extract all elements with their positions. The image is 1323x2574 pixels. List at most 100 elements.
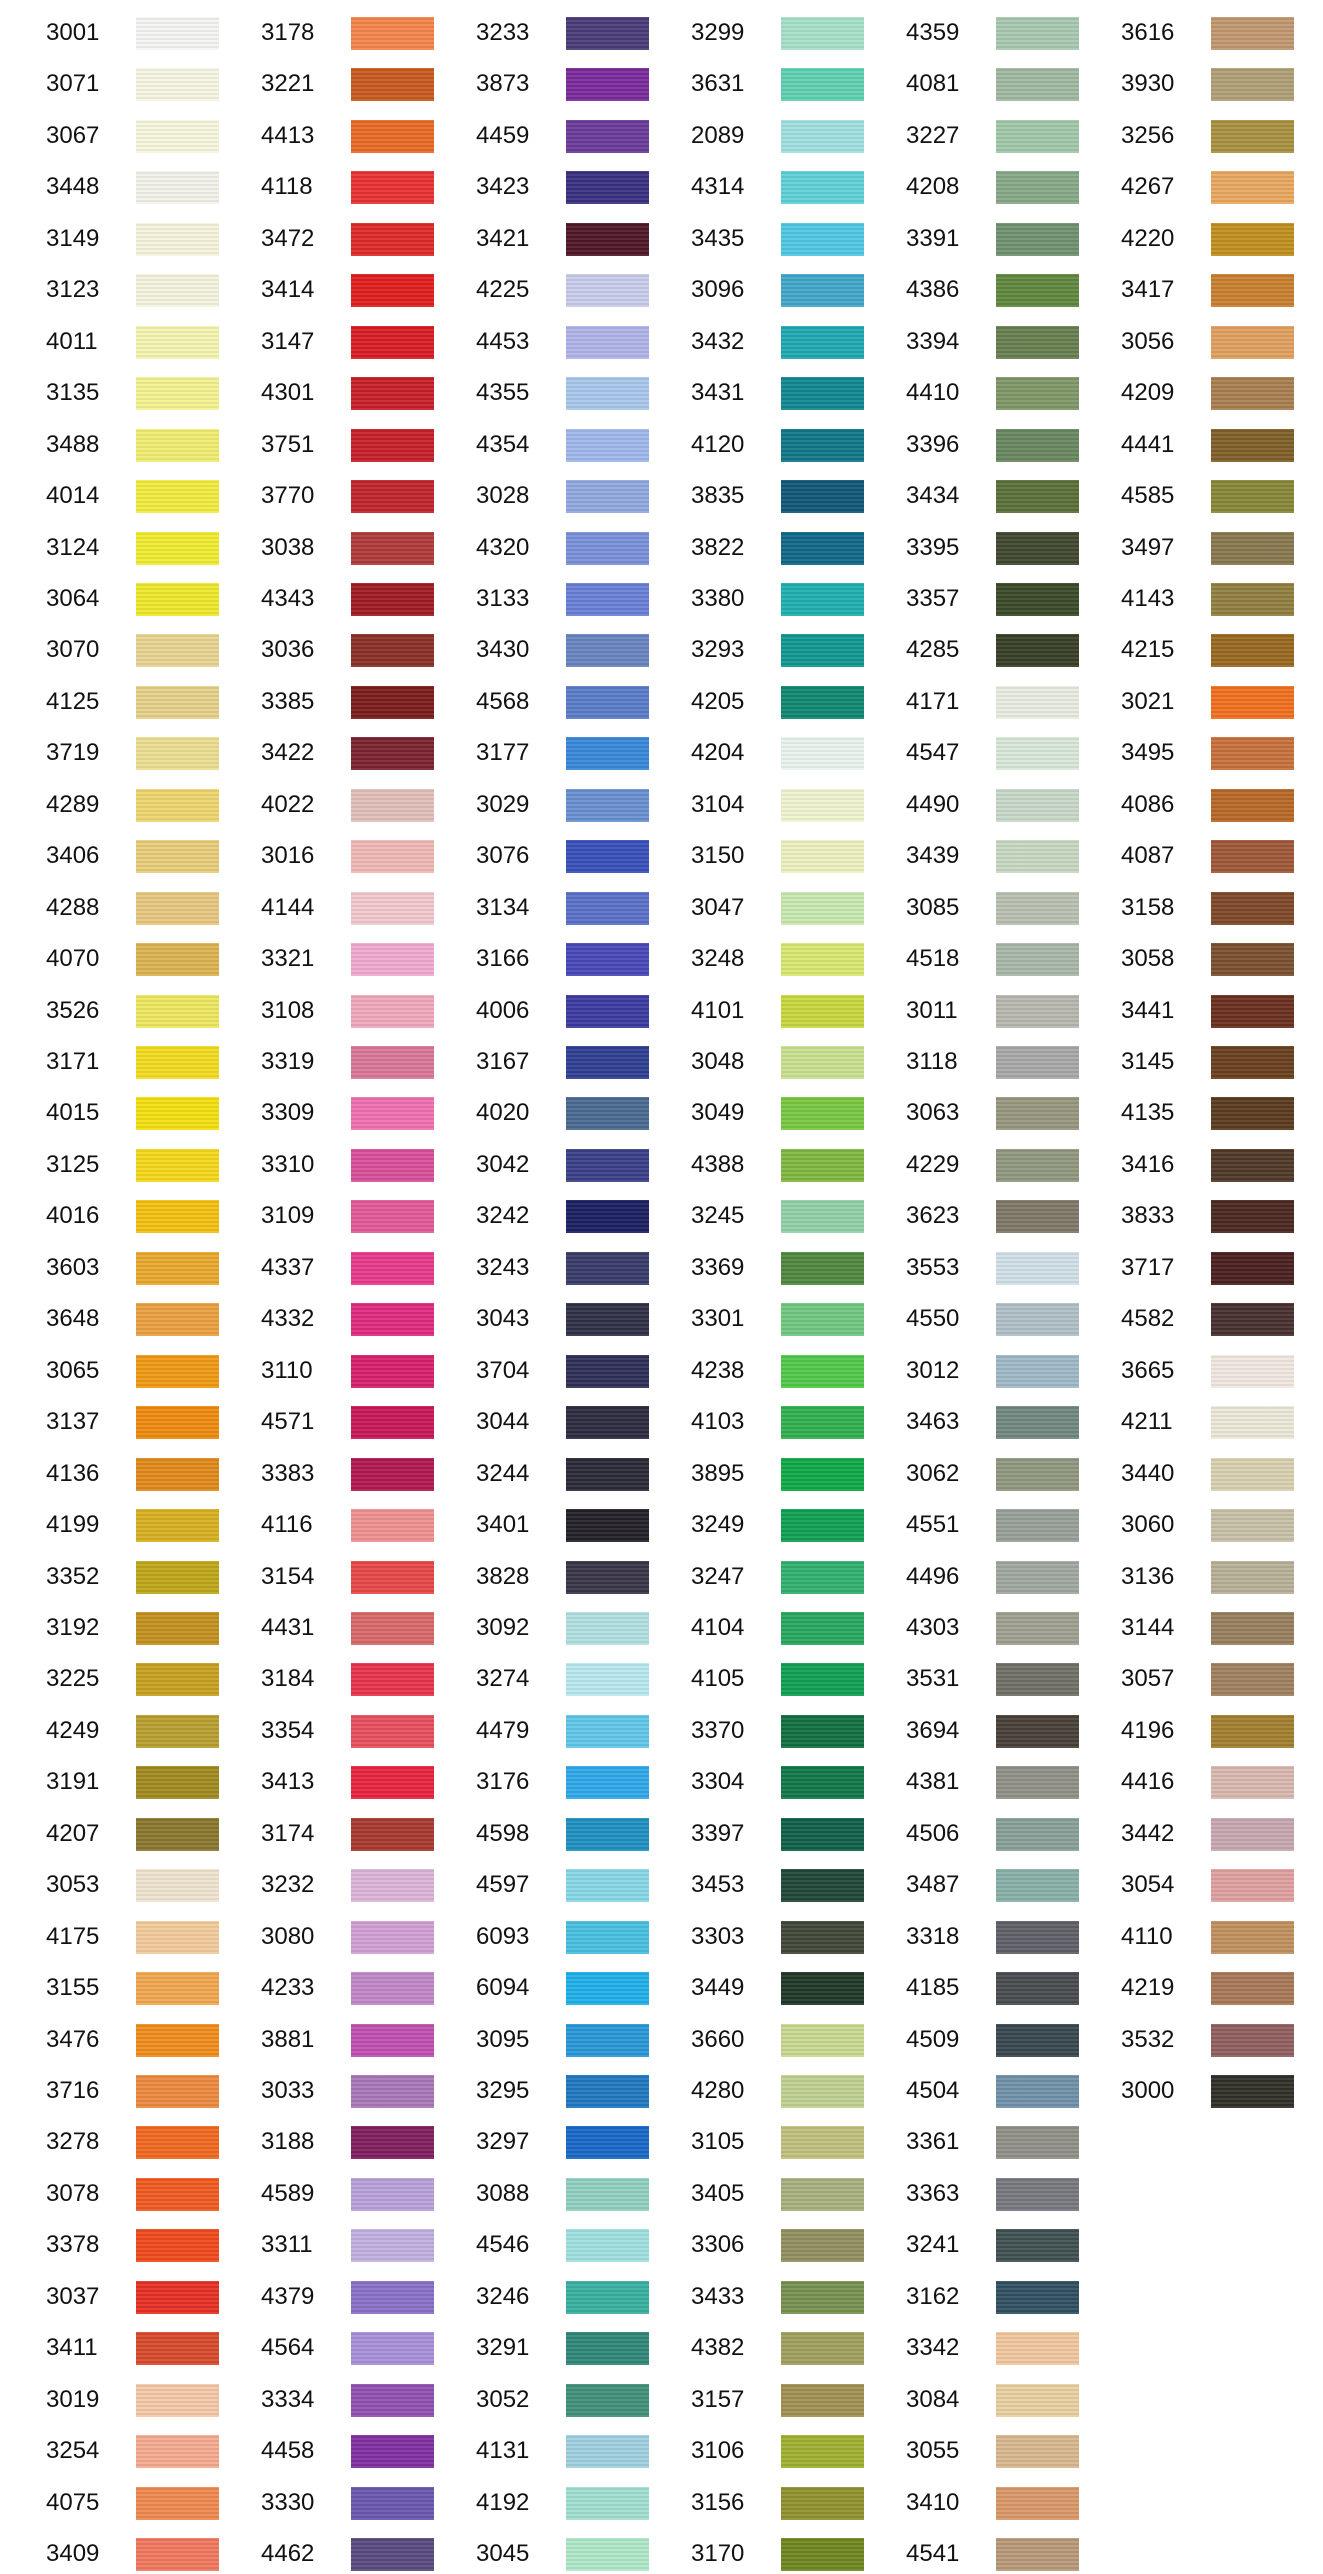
thread-swatch	[781, 891, 864, 925]
color-swatch-item: 3225	[46, 1659, 246, 1699]
thread-swatch	[566, 1869, 649, 1903]
thread-swatch	[996, 1920, 1079, 1954]
color-code-label: 3526	[46, 996, 100, 1024]
color-swatch-item: 3076	[476, 836, 676, 876]
thread-swatch	[781, 1714, 864, 1748]
color-swatch-item: 3306	[691, 2225, 891, 2265]
thread-swatch	[1211, 1817, 1294, 1851]
thread-swatch	[781, 1972, 864, 2006]
color-swatch-item: 4453	[476, 322, 676, 362]
color-swatch-item: 4459	[476, 116, 676, 156]
color-swatch-item: 3242	[476, 1196, 676, 1236]
color-swatch-item: 4075	[46, 2483, 246, 2523]
thread-swatch	[566, 2023, 649, 2057]
color-code-label: 3631	[691, 70, 745, 98]
thread-swatch	[136, 2383, 219, 2417]
thread-swatch	[351, 788, 434, 822]
thread-swatch	[351, 2435, 434, 2469]
color-swatch-item: 4116	[261, 1505, 461, 1545]
thread-swatch	[136, 2538, 219, 2572]
color-swatch-item: 4568	[476, 682, 676, 722]
thread-swatch	[1211, 480, 1294, 514]
color-code-label: 3881	[261, 2025, 315, 2053]
color-code-label: 4267	[1121, 173, 1175, 201]
color-code-label: 4496	[906, 1562, 960, 1590]
thread-swatch	[1211, 1148, 1294, 1182]
color-code-label: 3448	[46, 173, 100, 201]
color-code-label: 3873	[476, 70, 530, 98]
color-swatch-item: 3067	[46, 116, 246, 156]
color-code-label: 3476	[46, 2025, 100, 2053]
thread-swatch	[566, 1406, 649, 1440]
color-code-label: 3154	[261, 1562, 315, 1590]
thread-swatch	[136, 325, 219, 359]
thread-swatch	[351, 1457, 434, 1491]
color-code-label: 4014	[46, 482, 100, 510]
thread-swatch	[781, 274, 864, 308]
thread-swatch	[566, 1097, 649, 1131]
color-code-label: 4175	[46, 1922, 100, 1950]
color-code-label: 3306	[691, 2231, 745, 2259]
color-code-label: 4229	[906, 1150, 960, 1178]
thread-swatch	[566, 531, 649, 565]
thread-swatch	[136, 1251, 219, 1285]
thread-swatch	[1211, 1663, 1294, 1697]
color-swatch-item: 4518	[906, 939, 1106, 979]
color-swatch-item: 4490	[906, 785, 1106, 825]
thread-swatch	[1211, 274, 1294, 308]
color-code-label: 2089	[691, 121, 745, 149]
thread-swatch	[996, 1972, 1079, 2006]
color-swatch-item: 4215	[1121, 630, 1321, 670]
thread-swatch	[136, 171, 219, 205]
color-swatch-item: 3104	[691, 785, 891, 825]
color-code-label: 4020	[476, 1099, 530, 1127]
color-code-label: 3616	[1121, 19, 1175, 46]
color-code-label: 3334	[261, 2385, 315, 2413]
color-swatch-item: 3665	[1121, 1351, 1321, 1391]
color-code-label: 3056	[1121, 327, 1175, 355]
color-swatch-item: 4105	[691, 1659, 891, 1699]
color-swatch-item: 3134	[476, 888, 676, 928]
color-swatch-item: 3192	[46, 1608, 246, 1648]
color-code-label: 3188	[261, 2128, 315, 2156]
thread-swatch	[351, 531, 434, 565]
color-swatch-item: 3256	[1121, 116, 1321, 156]
color-code-label: 3047	[691, 893, 745, 921]
color-code-label: 4546	[476, 2231, 530, 2259]
color-code-label: 3716	[46, 2077, 100, 2104]
thread-swatch	[566, 788, 649, 822]
color-swatch-item: 3383	[261, 1454, 461, 1494]
color-code-label: 3062	[906, 1459, 960, 1487]
thread-swatch	[136, 1766, 219, 1800]
thread-swatch	[351, 1097, 434, 1131]
color-code-label: 4337	[261, 1253, 315, 1281]
thread-swatch	[566, 68, 649, 102]
color-swatch-item: 3249	[691, 1505, 891, 1545]
color-code-label: 3304	[691, 1768, 745, 1796]
thread-swatch	[1211, 2023, 1294, 2057]
color-code-label: 4386	[906, 276, 960, 304]
color-swatch-item: 3019	[46, 2380, 246, 2420]
color-swatch-item: 3188	[261, 2122, 461, 2162]
thread-swatch	[351, 1509, 434, 1543]
thread-swatch	[1211, 1406, 1294, 1440]
color-swatch-item: 3278	[46, 2122, 246, 2162]
thread-swatch	[781, 1817, 864, 1851]
color-swatch-item: 4280	[691, 2071, 891, 2111]
color-code-label: 6093	[476, 1922, 530, 1950]
color-swatch-item: 4205	[691, 682, 891, 722]
color-code-label: 3246	[476, 2282, 530, 2310]
thread-swatch	[566, 1920, 649, 1954]
color-code-label: 4490	[906, 790, 960, 818]
thread-swatch	[566, 1046, 649, 1079]
color-code-label: 4301	[261, 379, 315, 407]
color-code-label: 3019	[46, 2385, 100, 2413]
thread-swatch	[1211, 582, 1294, 616]
thread-swatch	[351, 325, 434, 359]
color-code-label: 4196	[1121, 1716, 1175, 1744]
thread-swatch	[136, 891, 219, 925]
thread-swatch	[781, 634, 864, 668]
color-code-label: 4459	[476, 121, 530, 149]
thread-swatch	[996, 1148, 1079, 1182]
thread-swatch	[566, 737, 649, 771]
